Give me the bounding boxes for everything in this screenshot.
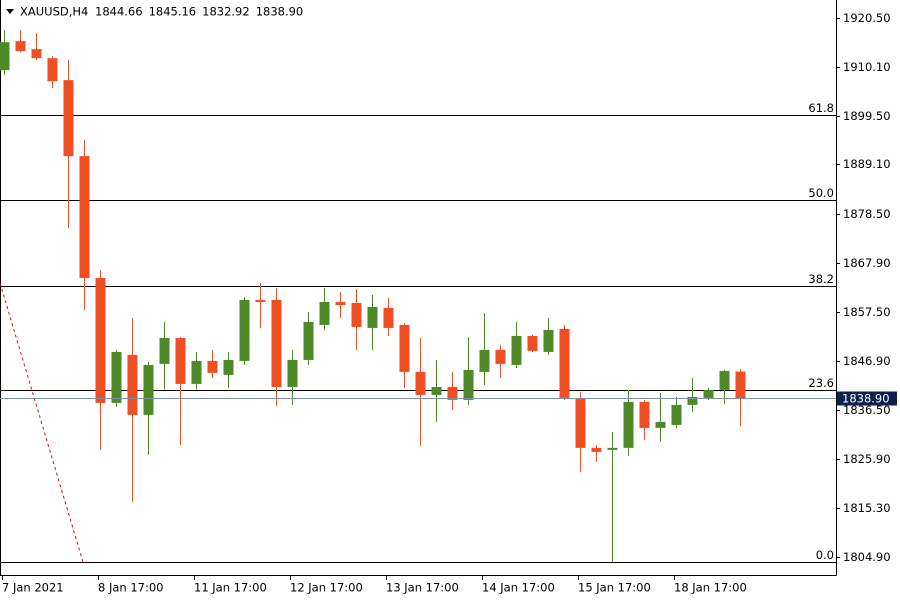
candle-body [207, 360, 218, 373]
candle-body [239, 299, 250, 361]
x-tick-label: 12 Jan 17:00 [290, 581, 363, 595]
candle-body [223, 359, 234, 375]
candle-body [383, 307, 394, 328]
fib-label: 23.6 [808, 376, 834, 390]
candle-body [351, 302, 362, 327]
y-tick-label: 1920.50 [843, 11, 891, 25]
candle-body [447, 386, 458, 400]
candle-body [15, 41, 26, 52]
ohlc-value: 1844.66 [95, 5, 143, 19]
ohlc-value: 1838.90 [256, 5, 304, 19]
candle-body [479, 349, 490, 372]
ohlc-info: 1844.66 1845.16 1832.92 1838.90 [95, 5, 303, 19]
x-tick-label: 14 Jan 17:00 [482, 581, 555, 595]
y-tick-label: 1825.90 [843, 452, 891, 466]
candle-body [415, 371, 426, 395]
candle-body [495, 349, 506, 364]
candle-body [527, 335, 538, 351]
candle-body [431, 386, 442, 395]
candle-body [95, 277, 106, 403]
candle-body [671, 404, 682, 425]
y-tick-label: 1857.50 [843, 305, 891, 319]
fib-trend-line [0, 282, 84, 563]
candle-body [0, 42, 10, 71]
y-tick-label: 1846.90 [843, 354, 891, 368]
candle-body [367, 306, 378, 328]
current-price-label: 1838.90 [842, 392, 890, 406]
x-tick-label: 8 Jan 17:00 [98, 581, 164, 595]
y-tick-label: 1889.10 [843, 157, 891, 171]
candle-body [255, 299, 266, 302]
candle-body [591, 447, 602, 452]
ohlc-value: 1832.92 [202, 5, 250, 19]
candle-body [159, 337, 170, 364]
candle-body [63, 80, 74, 157]
y-tick-label: 1836.50 [843, 403, 891, 417]
candle-body [79, 156, 90, 278]
candle-body [559, 328, 570, 398]
candle-body [639, 401, 650, 428]
y-tick-label: 1815.30 [843, 501, 891, 515]
y-tick-label: 1867.90 [843, 256, 891, 270]
candle-body [47, 58, 58, 82]
y-tick-label: 1804.90 [843, 550, 891, 564]
x-tick-label: 13 Jan 17:00 [386, 581, 459, 595]
candle-body [511, 335, 522, 365]
candle-body [31, 49, 42, 59]
x-tick-label: 7 Jan 2021 [2, 581, 64, 595]
candle-body [303, 321, 314, 360]
y-tick-label: 1878.50 [843, 207, 891, 221]
y-tick-label: 1899.50 [843, 109, 891, 123]
y-tick-label: 1910.10 [843, 60, 891, 74]
candle-body [191, 360, 202, 384]
candle-body [111, 351, 122, 403]
x-tick-label: 11 Jan 17:00 [194, 581, 267, 595]
ohlc-value: 1845.16 [149, 5, 197, 19]
current-price-box [837, 391, 897, 406]
candle-body [543, 329, 554, 352]
candle-body [623, 401, 634, 448]
fib-label: 0.0 [816, 548, 834, 562]
menu-arrow[interactable] [6, 9, 14, 14]
candle-body [399, 324, 410, 372]
candle-body [335, 301, 346, 305]
candle-body [175, 337, 186, 384]
x-tick-label: 18 Jan 17:00 [674, 581, 747, 595]
candle-body [319, 301, 330, 325]
candle-body [607, 447, 618, 450]
candle-body [719, 370, 730, 390]
symbol: XAUUSD,H4 [20, 5, 88, 19]
candle-body [143, 364, 154, 415]
candle-body [735, 371, 746, 399]
candle-body [687, 396, 698, 405]
fib-label: 61.8 [808, 101, 834, 115]
candle-body [287, 359, 298, 387]
candle-body [127, 354, 138, 415]
candle-body [271, 299, 282, 387]
fib-label: 38.2 [808, 272, 834, 286]
candle-body [463, 369, 474, 400]
fib-label: 50.0 [808, 186, 834, 200]
candle-body [703, 389, 714, 398]
candle-body [655, 421, 666, 428]
x-tick-label: 15 Jan 17:00 [578, 581, 651, 595]
candle-body [575, 397, 586, 448]
